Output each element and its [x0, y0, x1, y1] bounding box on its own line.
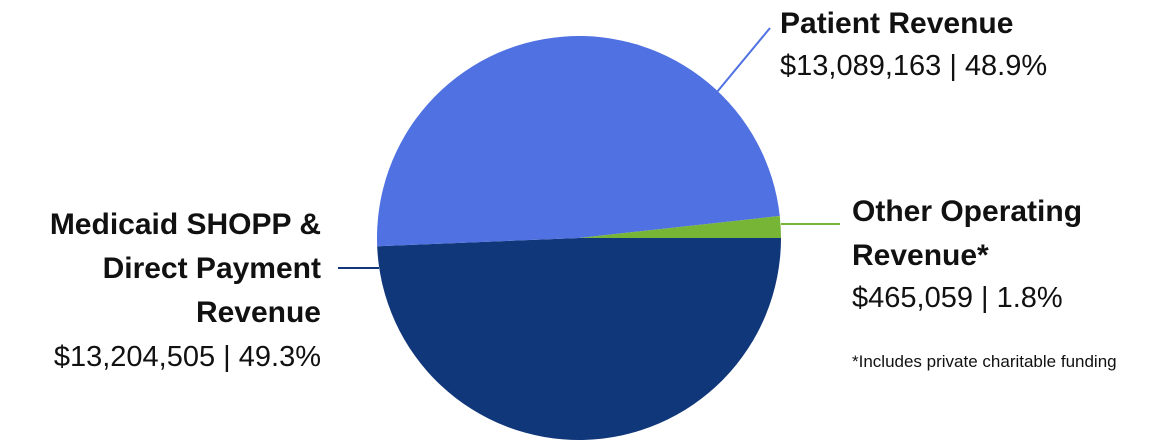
- medicaid-revenue-name: Medicaid SHOPP & Direct Payment Revenue: [49, 208, 321, 329]
- patient-leader-line: [716, 27, 771, 93]
- pie-slices: [376, 35, 781, 441]
- other-operating-revenue-name: Other Operating Revenue*: [852, 195, 1083, 272]
- leader-lines: [338, 27, 840, 269]
- other-operating-revenue-value: $465,059 | 1.8%: [852, 282, 1063, 314]
- other-operating-revenue-label: Other Operating Revenue* $465,059 | 1.8%: [852, 190, 1082, 318]
- other-slice: [579, 215, 781, 238]
- patient-revenue-label: Patient Revenue $13,089,163 | 48.9%: [780, 2, 1047, 86]
- medicaid-slice: [377, 238, 781, 441]
- patient-revenue-value: $13,089,163 | 48.9%: [780, 50, 1048, 82]
- medicaid-revenue-value: $13,204,505 | 49.3%: [53, 341, 321, 373]
- patient-revenue-name: Patient Revenue: [780, 7, 1014, 40]
- patient-slice: [376, 35, 780, 247]
- medicaid-revenue-label: Medicaid SHOPP & Direct Payment Revenue …: [0, 203, 321, 377]
- footnote: *Includes private charitable funding: [852, 352, 1117, 371]
